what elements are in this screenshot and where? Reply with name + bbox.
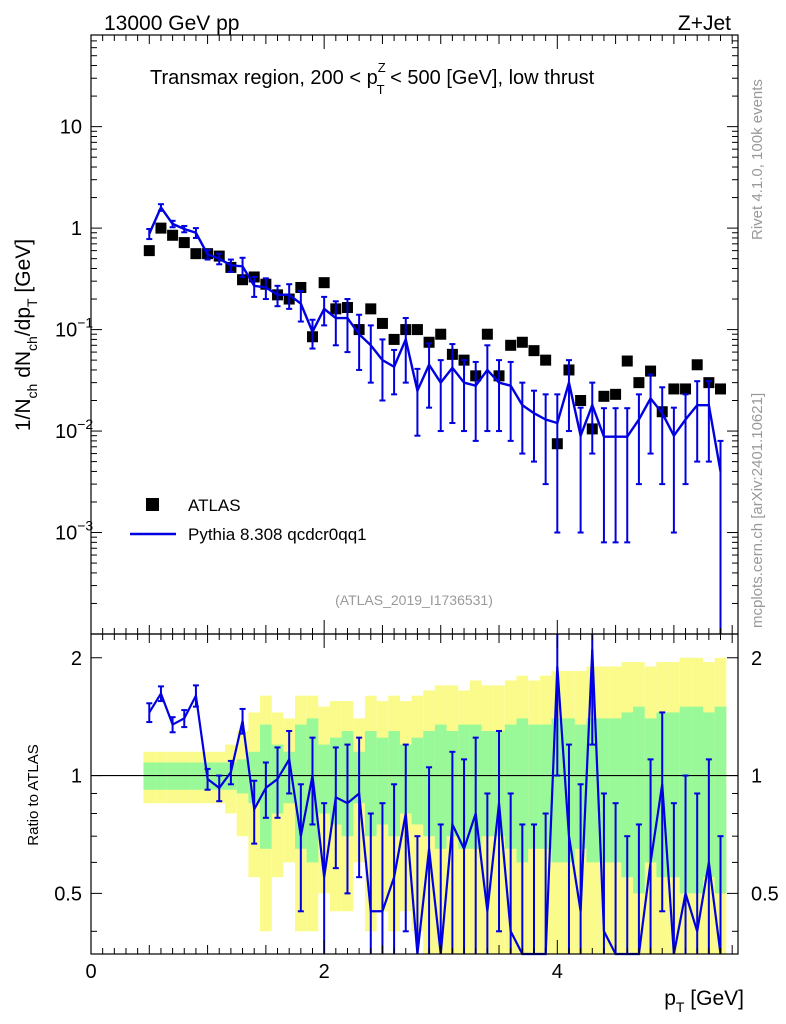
ratio-band-inner xyxy=(481,730,494,837)
data-point xyxy=(295,281,307,293)
data-point xyxy=(318,277,330,289)
main-y-tick-label: 10−2 xyxy=(55,416,93,443)
data-point xyxy=(715,383,727,395)
ratio-band-inner xyxy=(411,737,424,825)
main-y-tick-label: 1 xyxy=(71,218,82,240)
ratio-band-inner xyxy=(586,718,599,863)
ratio-y-tick-label: 2 xyxy=(71,648,82,670)
ratio-y-tick-label: 0.5 xyxy=(54,883,82,905)
beam-label: 13000 GeV pp xyxy=(104,12,239,35)
ratio-y-tick-label: 1 xyxy=(71,766,82,788)
ratio-y-tick-label-right: 2 xyxy=(751,648,762,670)
legend-data-marker xyxy=(146,498,159,511)
x-axis-label: pT [GeV] xyxy=(664,987,744,1015)
ratio-band-inner xyxy=(364,730,377,837)
legend-data-label: ATLAS xyxy=(188,496,241,515)
data-point xyxy=(645,365,657,377)
ratio-frame xyxy=(90,633,739,955)
process-label: Z+Jet xyxy=(678,12,731,35)
main-y-tick-label: 10−3 xyxy=(55,518,93,545)
rivet-info: Rivet 4.1.0, 100k events xyxy=(749,79,766,240)
ratio-y-ticks: 0.5 0.5 1 1 2 2 xyxy=(54,648,779,932)
data-point xyxy=(621,355,633,367)
data-point xyxy=(388,333,400,345)
ratio-band-inner xyxy=(668,712,680,878)
ratio-band-inner xyxy=(539,724,552,849)
ratio-band-inner xyxy=(633,706,645,894)
data-point xyxy=(411,324,423,336)
data-point xyxy=(178,237,190,249)
main-y-label: 1/Nch dNch/dpT [GeV] xyxy=(12,239,40,431)
ratio-band-inner xyxy=(598,718,610,863)
data-point xyxy=(237,274,249,286)
ratio-band-inner xyxy=(528,724,540,849)
main-y-ticks: 10−3 10−2 10−1 1 10 xyxy=(55,34,738,635)
ratio-y-label: Ratio to ATLAS xyxy=(25,744,42,845)
data-point xyxy=(668,383,680,395)
data-point xyxy=(167,229,179,241)
data-point xyxy=(516,336,528,348)
ratio-band-inner xyxy=(516,718,529,863)
ratio-band-inner xyxy=(621,712,634,878)
data-point xyxy=(540,354,552,366)
data-point xyxy=(598,390,610,402)
ratio-panel: 0.5 0.5 1 1 2 2 xyxy=(54,633,779,956)
data-point xyxy=(190,248,202,260)
ratio-band-inner xyxy=(551,718,564,863)
data-point xyxy=(481,328,493,340)
data-point xyxy=(376,317,388,329)
legend-mc-label: Pythia 8.308 qcdcr0qq1 xyxy=(188,525,367,544)
analysis-id: (ATLAS_2019_I1736531) xyxy=(335,592,493,608)
ratio-band-inner xyxy=(236,759,249,794)
data-point xyxy=(423,336,435,348)
legend: ATLAS Pythia 8.308 qcdcr0qq1 xyxy=(130,496,367,544)
plot-title: Transmax region, 200 < pZ T < 500 [GeV], … xyxy=(150,60,595,97)
x-axis-ticks: 0 2 4 xyxy=(85,35,733,983)
main-y-tick-label: 10 xyxy=(60,117,82,139)
ratio-band-inner xyxy=(434,724,447,849)
x-tick-label: 2 xyxy=(319,961,330,983)
data-point xyxy=(610,388,622,400)
ratio-band-inner xyxy=(376,737,389,825)
data-point xyxy=(155,222,167,234)
data-point xyxy=(680,383,692,395)
data-point xyxy=(575,395,587,407)
source-info: mcplots.cern.ch [arXiv:2401.10621] xyxy=(749,393,766,628)
data-point xyxy=(505,339,517,351)
ratio-band-inner xyxy=(248,751,261,804)
ratio-band-inner xyxy=(609,718,622,863)
ratio-band-inner xyxy=(318,744,330,814)
ratio-band-inner xyxy=(504,724,517,849)
main-y-tick-label: 10−1 xyxy=(55,315,93,342)
data-point xyxy=(365,303,377,315)
ratio-y-tick-label-right: 0.5 xyxy=(751,883,779,905)
data-point xyxy=(143,245,155,257)
data-point xyxy=(435,328,447,340)
ratio-y-tick-label-right: 1 xyxy=(751,766,762,788)
x-tick-label: 0 xyxy=(85,961,96,983)
data-point xyxy=(528,345,540,357)
data-point xyxy=(691,359,703,371)
main-panel: 10−3 10−2 10−1 1 10 xyxy=(55,34,739,635)
x-tick-label: 4 xyxy=(552,961,563,983)
ratio-band-inner xyxy=(714,706,727,894)
data-point xyxy=(633,377,645,389)
mc-line xyxy=(148,204,722,472)
